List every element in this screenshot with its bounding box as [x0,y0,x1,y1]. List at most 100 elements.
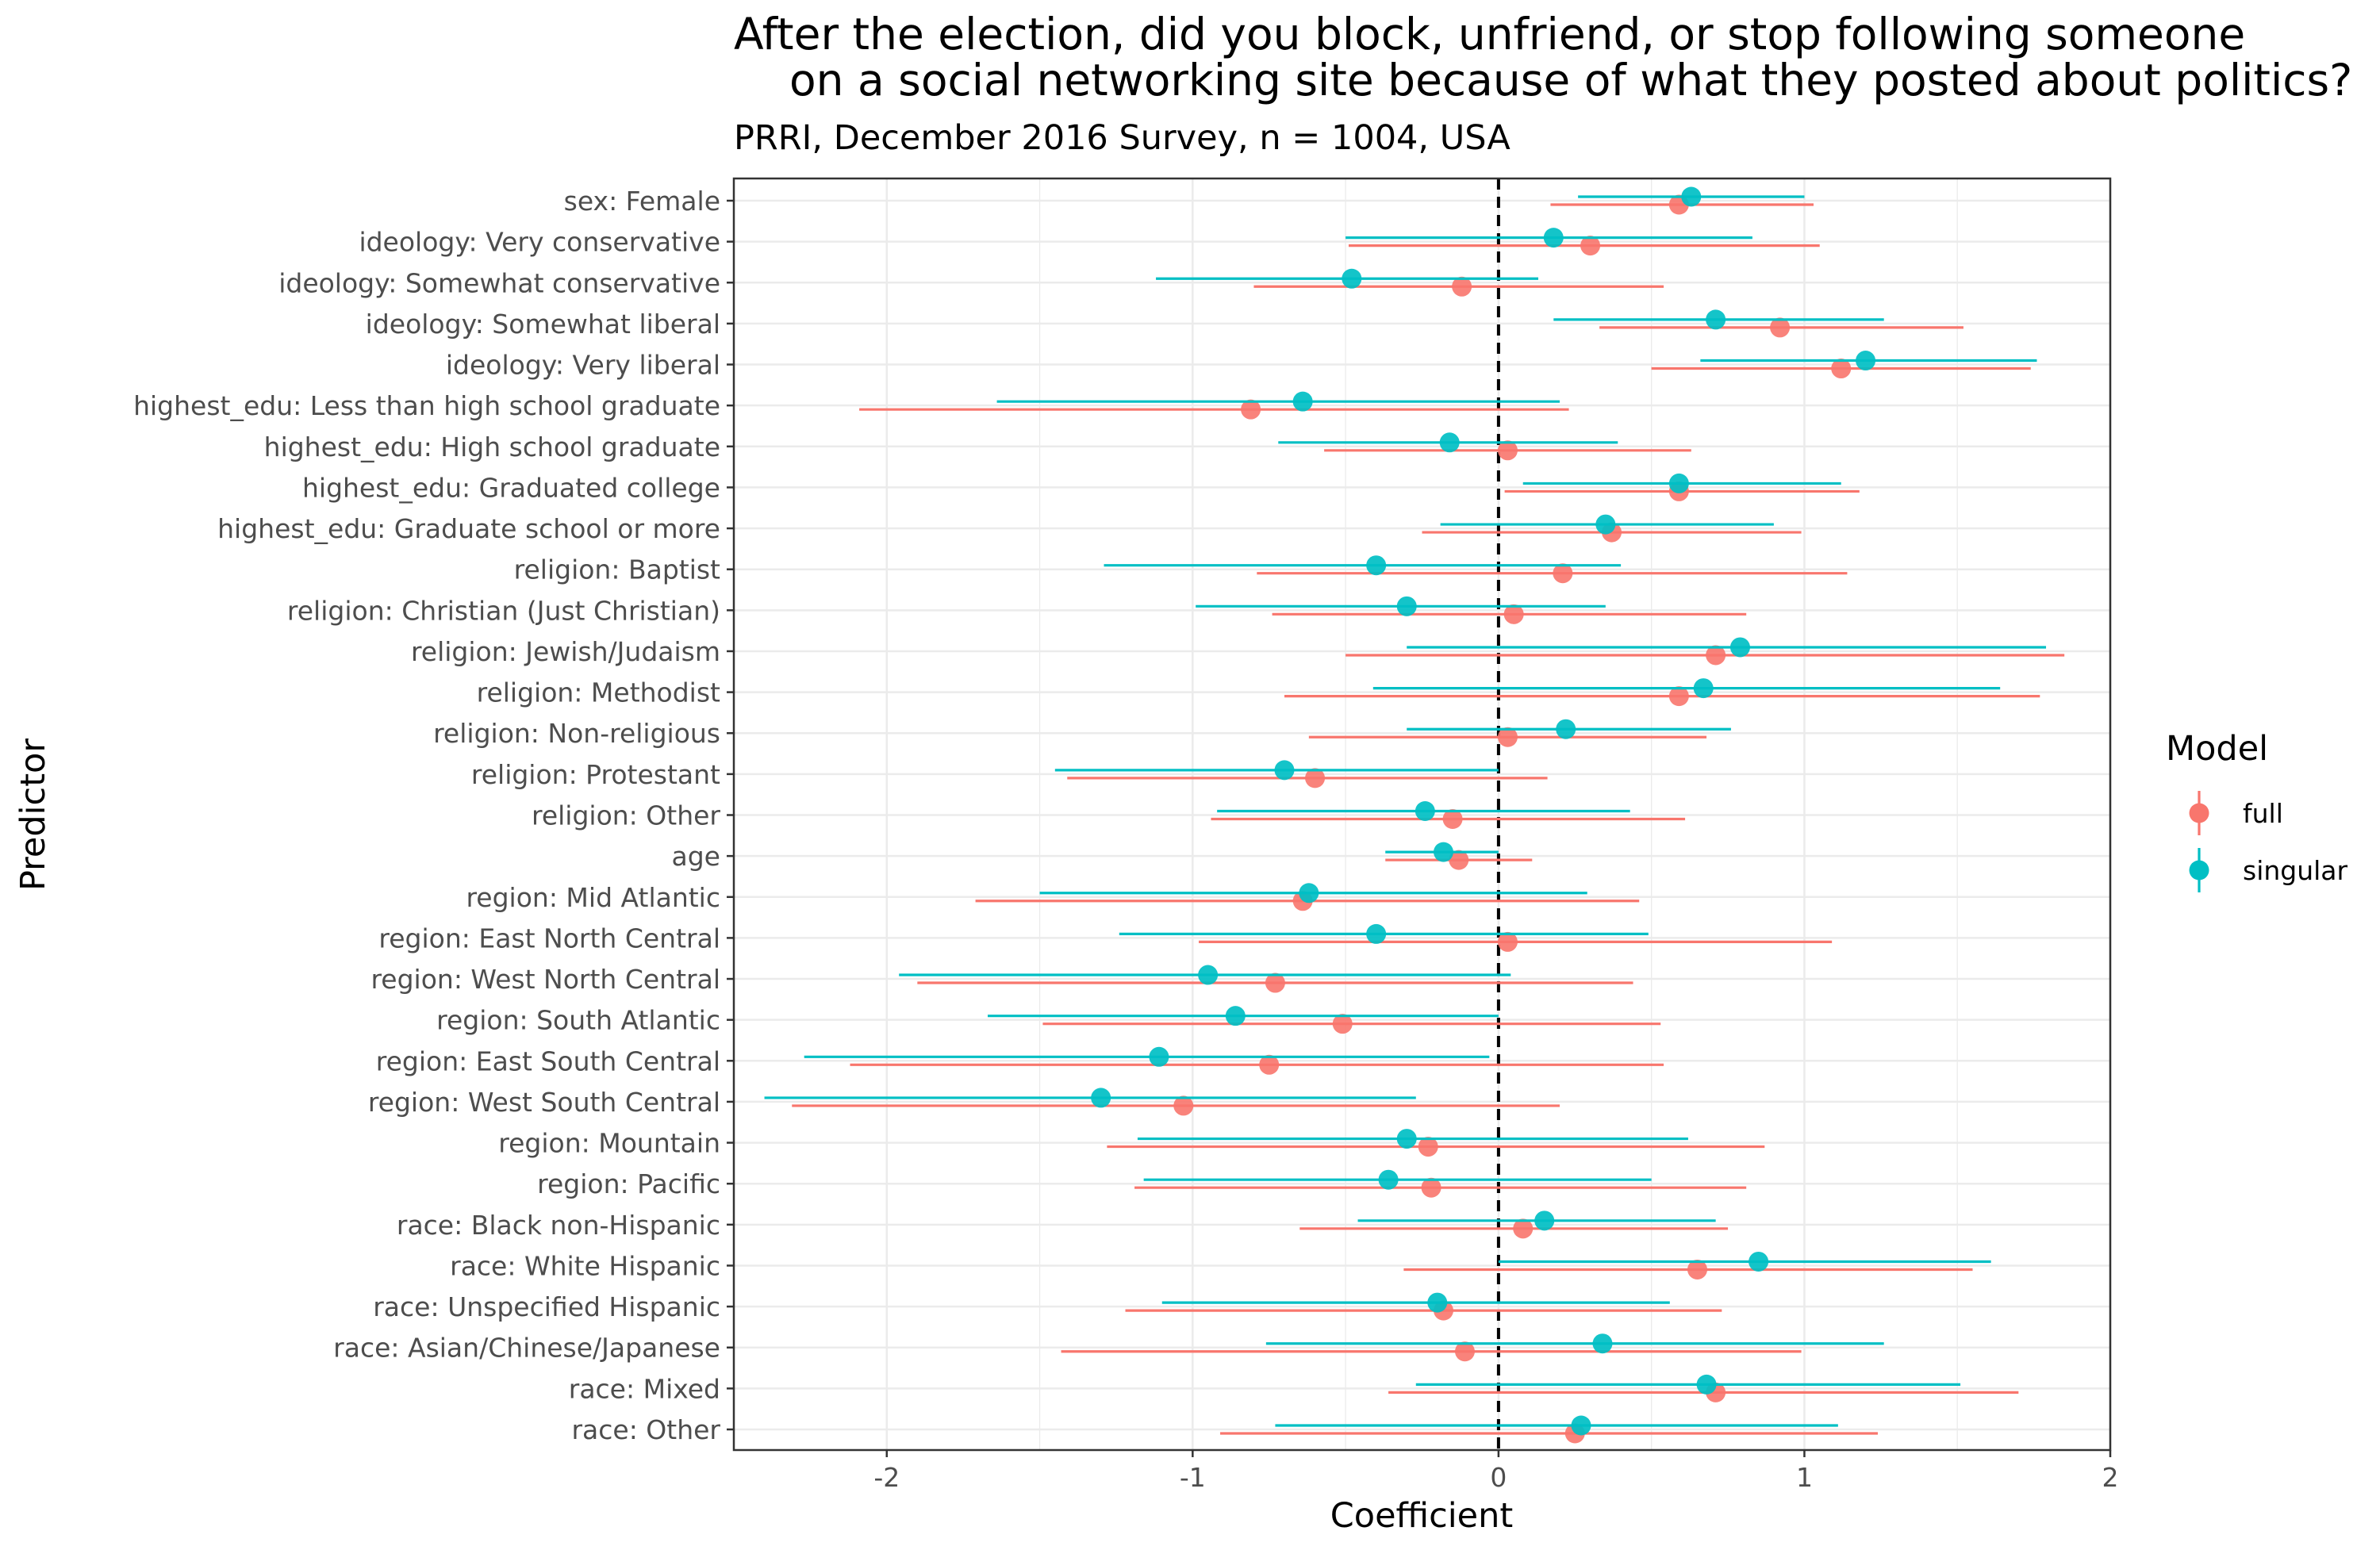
point-singular [1274,760,1295,781]
point-full [1770,317,1791,338]
point-singular [1706,309,1726,330]
chart-title-line-2: on a social networking site because of w… [789,55,2352,106]
point-singular [1091,1088,1111,1108]
point-full [1497,440,1518,461]
point-singular [1378,1169,1399,1190]
y-tick-label: religion: Methodist [477,677,720,708]
point-singular [1571,1415,1591,1436]
y-tick-label: ideology: Very liberal [446,350,720,381]
legend-item-full: full [2189,791,2283,835]
y-tick-label: race: White Hispanic [450,1250,720,1281]
y-tick-label: religion: Baptist [514,554,720,585]
point-singular [1427,1292,1448,1313]
point-full [1503,604,1524,624]
point-full [1706,645,1726,666]
point-full [1173,1095,1194,1116]
series-full [792,194,2065,1444]
y-tick-label: race: Black non-Hispanic [397,1210,720,1241]
y-tick-label: religion: Jewish/Judaism [411,636,720,667]
y-tick-label: region: West South Central [368,1087,720,1118]
series-layer [764,186,2065,1444]
point-full [1454,1341,1475,1362]
y-tick-label: religion: Other [532,800,720,831]
point-singular [1693,678,1714,699]
point-singular [1534,1210,1555,1231]
point-full [1449,850,1469,870]
point-full [1831,359,1852,379]
point-singular [1299,883,1319,904]
point-singular [1729,637,1750,658]
y-tick-label: region: Mountain [498,1128,720,1159]
point-full [1553,563,1573,584]
series-singular [764,186,2047,1436]
point-full [1259,1054,1280,1075]
y-tick-label: ideology: Very conservative [359,227,720,258]
point-full [1418,1137,1438,1157]
y-tick-label: highest_edu: Less than high school gradu… [133,390,720,421]
point-singular [1556,719,1576,739]
legend-title: Model [2166,729,2268,769]
legend: Model full singular [2166,729,2348,892]
y-tick-label: age [672,841,720,872]
legend-label: singular [2243,855,2348,886]
y-axis: sex: Female ideology: Very conservative id… [133,186,734,1445]
point-singular [1149,1046,1169,1067]
x-tick-label: 1 [1796,1462,1813,1493]
y-axis-title: Predictor [13,739,53,891]
point-singular [1543,228,1564,248]
point-singular [1681,186,1702,207]
y-tick-label: race: Asian/Chinese/Japanese [333,1333,720,1364]
point-singular [1595,514,1616,535]
legend-items: full singular [2189,791,2348,892]
x-axis: -2 -1 0 1 2 [873,1450,2119,1493]
point-singular [1668,473,1689,493]
x-axis-title: Coefficient [1330,1496,1514,1536]
x-tick-label: -2 [873,1462,900,1493]
point-singular [1366,555,1387,576]
y-tick-label: race: Unspecified Hispanic [373,1291,720,1322]
chart-subtitle: PRRI, December 2016 Survey, n = 1004, US… [734,118,1511,158]
legend-item-singular: singular [2189,848,2348,892]
y-tick-label: ideology: Somewhat conservative [278,267,720,298]
y-tick-label: sex: Female [564,186,720,217]
legend-key-point [2189,860,2209,881]
point-full [1265,973,1285,993]
y-tick-label: ideology: Somewhat liberal [366,309,720,340]
point-full [1687,1259,1707,1280]
y-tick-label: race: Other [571,1414,720,1445]
y-tick-label: religion: Christian (Just Christian) [287,595,720,626]
chart-title-line-1: After the election, did you block, unfri… [734,9,2245,59]
y-tick-label: highest_edu: Graduated college [302,472,720,503]
point-full [1497,931,1518,952]
y-tick-label: highest_edu: Graduate school or more [217,513,720,544]
y-tick-label: highest_edu: High school graduate [264,432,720,462]
y-tick-label: region: East North Central [378,923,720,953]
y-tick-label: region: West North Central [370,964,720,995]
legend-key-point [2189,803,2209,823]
y-tick-label: region: Pacific [537,1168,720,1199]
point-singular [1439,432,1460,453]
point-singular [1396,1129,1417,1149]
point-singular [1366,923,1387,944]
point-full [1332,1014,1353,1034]
x-tick-label: 2 [2102,1462,2119,1493]
y-tick-label: region: Mid Atlantic [466,882,720,913]
point-full [1580,236,1601,256]
point-full [1305,768,1326,788]
point-full [1497,727,1518,747]
x-tick-label: 0 [1490,1462,1507,1493]
point-singular [1415,801,1435,821]
point-singular [1342,268,1362,289]
point-full [1241,399,1261,420]
point-full [1421,1177,1441,1198]
point-singular [1198,965,1219,985]
point-singular [1592,1333,1613,1354]
legend-label: full [2243,798,2283,829]
point-singular [1396,596,1417,616]
point-full [1513,1218,1534,1239]
point-singular [1749,1251,1769,1272]
x-tick-label: -1 [1180,1462,1206,1493]
y-tick-label: religion: Non-religious [433,718,720,749]
